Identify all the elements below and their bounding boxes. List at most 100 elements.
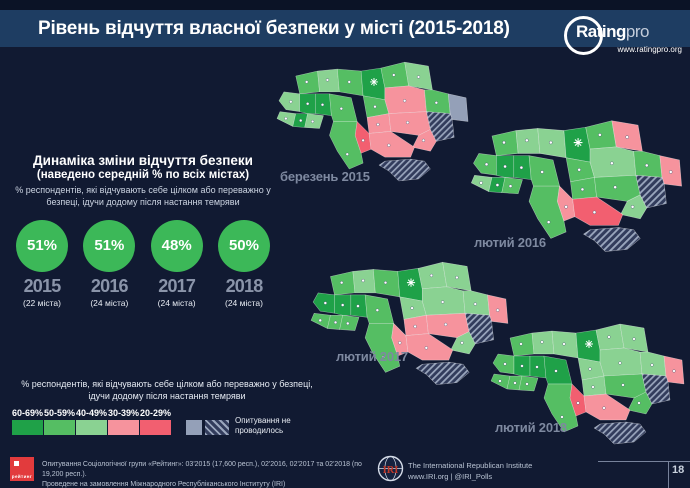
city-marker	[613, 185, 617, 189]
panel-description: % респондентів, які відчувають себе цілк…	[15, 185, 271, 207]
panel-title: Динаміка зміни відчуття безпеки	[12, 153, 274, 168]
map-march-2015	[274, 56, 472, 195]
city-marker	[406, 120, 410, 125]
region-chernivtsi	[501, 177, 523, 195]
region-mykolaiv	[557, 185, 576, 222]
region-kyiv	[360, 67, 386, 101]
footer-line1: Опитування Соціологічної групи «Рейтинг»…	[42, 461, 362, 479]
region-chernivtsi	[304, 113, 324, 129]
region-crimea	[583, 227, 641, 252]
rating-logo-square-icon	[14, 461, 19, 466]
city-marker	[444, 322, 448, 327]
city-marker	[503, 362, 507, 366]
region-kherson	[572, 196, 624, 226]
city-marker	[441, 300, 445, 304]
region-donetsk	[426, 111, 455, 142]
city-marker	[535, 365, 539, 369]
region-mykolaiv	[569, 383, 587, 417]
region-dnipro	[594, 174, 641, 202]
dynamics-panel: Динаміка зміни відчуття безпеки (наведен…	[12, 153, 274, 308]
no-survey-solid-swatch	[186, 420, 202, 436]
city-marker	[525, 382, 529, 386]
region-mykolaiv	[391, 322, 409, 357]
year-label: 2016	[90, 276, 129, 297]
city-marker	[546, 220, 551, 224]
city-marker	[540, 340, 544, 344]
city-marker	[387, 143, 391, 147]
cities-count: (24 міста)	[224, 298, 263, 309]
city-marker	[305, 80, 309, 84]
ratingpro-brand: Ratingpro	[576, 22, 649, 42]
bin-swatch	[108, 420, 139, 436]
city-marker	[588, 367, 592, 371]
city-marker	[513, 381, 517, 385]
city-marker	[403, 99, 407, 103]
page-number: 18	[672, 464, 685, 476]
cities-count: (24 міста)	[90, 298, 129, 309]
rating-logo-text: рейтинг	[11, 474, 33, 479]
region-kyiv	[397, 268, 423, 302]
bin-swatch	[12, 420, 43, 436]
city-marker	[580, 187, 585, 192]
city-marker	[375, 308, 379, 312]
city-marker	[496, 308, 500, 312]
percent-badge: 50%	[217, 220, 270, 273]
city-marker	[591, 385, 595, 389]
legend-bin-30-39: 30-39%	[108, 408, 139, 436]
iri-logo-text: IRI	[383, 465, 399, 476]
city-marker	[417, 75, 421, 79]
iri-globe-icon: IRI	[377, 455, 404, 487]
bin-label: 50-59%	[44, 408, 76, 419]
cities-count: (22 міста)	[23, 298, 61, 309]
city-marker	[508, 184, 513, 188]
region-crimea	[378, 158, 431, 182]
city-marker	[347, 80, 351, 84]
city-marker	[479, 181, 483, 185]
year-label: 2018	[225, 276, 264, 297]
city-marker	[373, 105, 377, 109]
city-marker	[577, 168, 581, 172]
kyiv-star-icon	[406, 278, 416, 287]
city-marker	[421, 138, 426, 142]
city-marker	[323, 301, 327, 305]
city-marker	[376, 122, 380, 127]
city-marker	[434, 101, 438, 105]
city-marker	[410, 306, 414, 310]
region-dnipro	[603, 373, 647, 399]
iri-links[interactable]: www.IRI.org | @IRI_Polls	[408, 471, 493, 481]
ratingpro-url[interactable]: www.ratingpro.org	[617, 45, 682, 54]
region-kherson	[368, 131, 415, 158]
year-stat-2015: 51% 2015 (22 міста)	[12, 220, 72, 308]
region-chernivtsi	[518, 375, 539, 392]
city-marker	[306, 102, 310, 106]
city-marker	[383, 281, 388, 285]
panel-subtitle: (наведено середній % по всіх містах)	[36, 169, 250, 181]
city-marker	[630, 205, 635, 209]
city-marker	[621, 383, 625, 387]
bin-label: 60-69%	[12, 408, 44, 419]
city-marker	[284, 117, 288, 121]
city-marker	[576, 401, 580, 405]
city-marker	[392, 73, 396, 77]
city-marker	[645, 163, 649, 168]
city-marker	[672, 369, 676, 373]
city-marker	[455, 275, 459, 280]
kyiv-star-icon	[585, 340, 593, 348]
region-donetsk	[635, 174, 667, 209]
city-marker	[473, 302, 477, 306]
legend-bin-60-69: 60-69%	[12, 408, 44, 436]
cities-count: (24 міста)	[157, 298, 196, 309]
city-marker	[361, 278, 365, 283]
city-marker	[592, 210, 597, 214]
city-marker	[381, 355, 386, 359]
city-marker	[618, 361, 622, 365]
city-marker	[340, 281, 344, 285]
legend-bin-40-49: 40-49%	[76, 408, 107, 436]
region-crimea	[593, 421, 647, 445]
city-marker	[669, 170, 673, 174]
region-kherson	[583, 393, 631, 421]
region-vinnytsia	[543, 355, 573, 385]
city-marker	[498, 379, 502, 383]
legend-scale-row: 60-69% 50-59% 40-49% 30-39% 20-29% Опиту	[12, 408, 322, 436]
region-dnipro	[388, 111, 431, 136]
